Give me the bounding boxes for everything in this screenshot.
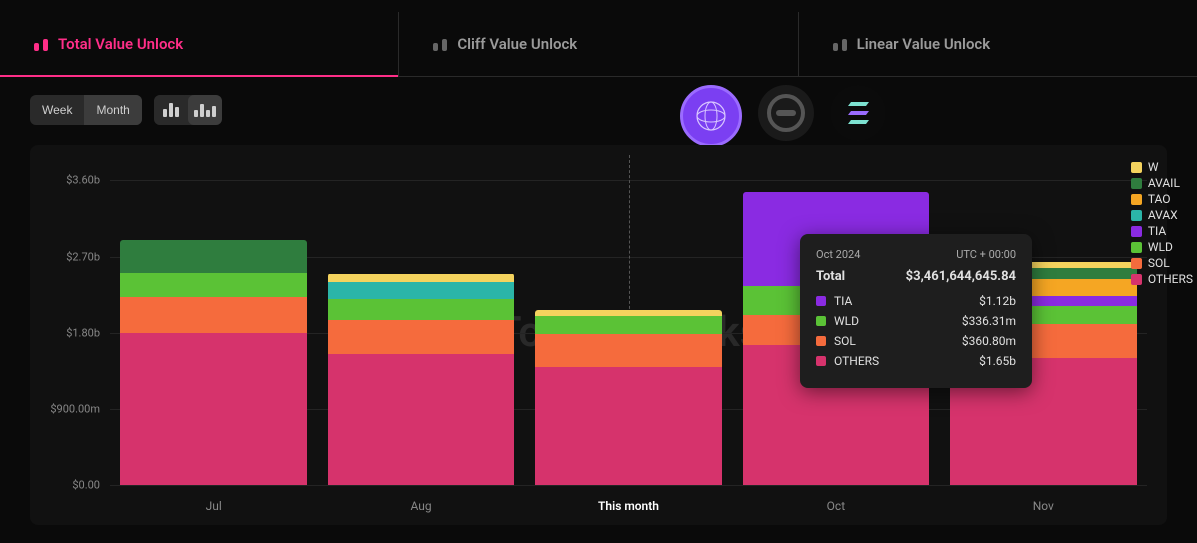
bar-chart-icon: [833, 37, 847, 51]
tooltip-row: TIA $1.12b: [816, 294, 1016, 308]
legend-label: AVAX: [1148, 208, 1178, 222]
view-segmented: [154, 95, 222, 125]
bar-segment-sol: [328, 320, 515, 354]
bar-segment-wld: [535, 316, 722, 335]
range-segmented: Week Month: [30, 95, 142, 125]
chart-legend: W AVAIL TAO AVAX TIA WLD SOL OTHERS: [1131, 160, 1193, 288]
legend-label: TAO: [1148, 192, 1171, 206]
chart-view-grouped-button[interactable]: [188, 95, 222, 125]
chart-view-plain-button[interactable]: [154, 95, 188, 125]
legend-swatch: [1131, 226, 1142, 237]
tooltip-key: SOL: [834, 334, 856, 348]
tooltip-swatch: [816, 336, 826, 346]
tooltip-key: TIA: [834, 294, 852, 308]
x-axis-label: Oct: [827, 499, 845, 513]
y-axis-label: $3.60b: [40, 174, 100, 187]
bars-grouped-icon: [194, 104, 216, 117]
y-axis-label: $900.00m: [40, 402, 100, 415]
legend-swatch: [1131, 258, 1142, 269]
legend-item-tia[interactable]: TIA: [1131, 224, 1193, 238]
bar-segment-avax: [328, 282, 515, 299]
x-axis-label: Nov: [1033, 499, 1054, 513]
tooltip-row: WLD $336.31m: [816, 314, 1016, 328]
bar-chart-icon: [34, 37, 48, 51]
tooltip-swatch: [816, 296, 826, 306]
tooltip-key: WLD: [834, 314, 859, 328]
tab-cliff[interactable]: Cliff Value Unlock: [399, 12, 798, 76]
legend-label: W: [1148, 160, 1159, 174]
bar-segment-sol: [535, 334, 722, 366]
legend-label: TIA: [1148, 224, 1166, 238]
y-axis-label: $1.80b: [40, 326, 100, 339]
bar-column[interactable]: [535, 310, 722, 485]
bar-segment-w: [328, 274, 515, 282]
tab-label: Total Value Unlock: [58, 35, 183, 53]
grid-line: [110, 485, 1147, 486]
legend-swatch: [1131, 274, 1142, 285]
chart-tooltip: Oct 2024 UTC + 00:00 Total $3,461,644,64…: [800, 234, 1032, 388]
bar-segment-others: [120, 333, 307, 485]
range-month-button[interactable]: Month: [84, 95, 141, 125]
tooltip-swatch: [816, 316, 826, 326]
tooltip-key: OTHERS: [834, 354, 879, 368]
bar-segment-wld: [328, 299, 515, 320]
bar-segment-wld: [120, 273, 307, 297]
tab-total[interactable]: Total Value Unlock: [0, 12, 399, 76]
x-axis-label: Aug: [411, 499, 432, 513]
bar-segment-others: [535, 367, 722, 485]
tab-label: Linear Value Unlock: [857, 35, 991, 53]
legend-label: OTHERS: [1148, 272, 1193, 286]
legend-item-avail[interactable]: AVAIL: [1131, 176, 1193, 190]
logo-orb-icon: [680, 85, 742, 147]
x-axis-label: This month: [598, 499, 659, 513]
legend-swatch: [1131, 194, 1142, 205]
x-axis-label: Jul: [206, 499, 222, 513]
tab-label: Cliff Value Unlock: [457, 35, 577, 53]
legend-label: WLD: [1148, 240, 1173, 254]
tabs: Total Value Unlock Cliff Value Unlock Li…: [0, 12, 1197, 77]
tooltip-swatch: [816, 356, 826, 366]
tooltip-value: $1.65b: [979, 354, 1016, 368]
bars-icon: [163, 103, 179, 117]
bar-column[interactable]: [120, 240, 307, 485]
tooltip-row: OTHERS $1.65b: [816, 354, 1016, 368]
legend-swatch: [1131, 210, 1142, 221]
tooltip-value: $1.12b: [979, 294, 1016, 308]
legend-item-avax[interactable]: AVAX: [1131, 208, 1193, 222]
bar-segment-sol: [120, 297, 307, 333]
bar-column[interactable]: [328, 273, 515, 485]
tab-linear[interactable]: Linear Value Unlock: [799, 12, 1197, 76]
tooltip-value: $360.80m: [962, 334, 1016, 348]
legend-item-others[interactable]: OTHERS: [1131, 272, 1193, 286]
legend-swatch: [1131, 242, 1142, 253]
token-logos: [680, 85, 886, 147]
legend-item-w[interactable]: W: [1131, 160, 1193, 174]
bar-segment-others: [328, 354, 515, 485]
bar-chart-icon: [433, 37, 447, 51]
legend-item-tao[interactable]: TAO: [1131, 192, 1193, 206]
legend-label: AVAIL: [1148, 176, 1180, 190]
toolbar: Week Month: [0, 77, 1197, 135]
legend-item-sol[interactable]: SOL: [1131, 256, 1193, 270]
bar-segment-avail: [120, 240, 307, 274]
legend-swatch: [1131, 162, 1142, 173]
logo-eye-icon: [758, 85, 814, 141]
tooltip-total-label: Total: [816, 269, 845, 284]
tooltip-value: $336.31m: [962, 314, 1016, 328]
tooltip-row: SOL $360.80m: [816, 334, 1016, 348]
y-axis-label: $0.00: [40, 479, 100, 492]
y-axis-label: $2.70b: [40, 250, 100, 263]
legend-swatch: [1131, 178, 1142, 189]
tooltip-total-value: $3,461,644,645.84: [906, 269, 1016, 284]
legend-item-wld[interactable]: WLD: [1131, 240, 1193, 254]
range-week-button[interactable]: Week: [30, 95, 84, 125]
tooltip-tz: UTC + 00:00: [956, 248, 1016, 261]
logo-sol-icon: [830, 85, 886, 141]
legend-label: SOL: [1148, 256, 1170, 270]
tooltip-date: Oct 2024: [816, 248, 860, 261]
